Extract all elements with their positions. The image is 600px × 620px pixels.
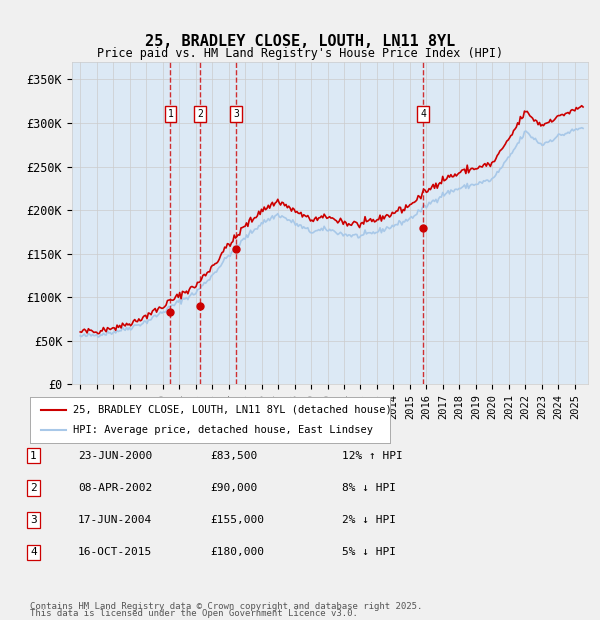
Text: £83,500: £83,500 xyxy=(210,451,257,461)
Text: 1: 1 xyxy=(30,451,37,461)
Text: 2: 2 xyxy=(30,483,37,493)
Text: 5% ↓ HPI: 5% ↓ HPI xyxy=(342,547,396,557)
Text: 4: 4 xyxy=(30,547,37,557)
Text: Contains HM Land Registry data © Crown copyright and database right 2025.: Contains HM Land Registry data © Crown c… xyxy=(30,601,422,611)
Text: 08-APR-2002: 08-APR-2002 xyxy=(78,483,152,493)
Text: £155,000: £155,000 xyxy=(210,515,264,525)
Text: 3: 3 xyxy=(233,109,239,119)
Text: 3: 3 xyxy=(30,515,37,525)
Text: 1: 1 xyxy=(167,109,173,119)
Text: 25, BRADLEY CLOSE, LOUTH, LN11 8YL: 25, BRADLEY CLOSE, LOUTH, LN11 8YL xyxy=(145,34,455,49)
Text: 16-OCT-2015: 16-OCT-2015 xyxy=(78,547,152,557)
Text: 4: 4 xyxy=(420,109,426,119)
Text: 12% ↑ HPI: 12% ↑ HPI xyxy=(342,451,403,461)
Text: £180,000: £180,000 xyxy=(210,547,264,557)
Text: 2% ↓ HPI: 2% ↓ HPI xyxy=(342,515,396,525)
Text: 8% ↓ HPI: 8% ↓ HPI xyxy=(342,483,396,493)
Text: 23-JUN-2000: 23-JUN-2000 xyxy=(78,451,152,461)
Text: This data is licensed under the Open Government Licence v3.0.: This data is licensed under the Open Gov… xyxy=(30,609,358,618)
Text: 25, BRADLEY CLOSE, LOUTH, LN11 8YL (detached house): 25, BRADLEY CLOSE, LOUTH, LN11 8YL (deta… xyxy=(73,405,392,415)
Text: £90,000: £90,000 xyxy=(210,483,257,493)
Text: 17-JUN-2004: 17-JUN-2004 xyxy=(78,515,152,525)
Text: Price paid vs. HM Land Registry's House Price Index (HPI): Price paid vs. HM Land Registry's House … xyxy=(97,46,503,60)
Text: HPI: Average price, detached house, East Lindsey: HPI: Average price, detached house, East… xyxy=(73,425,373,435)
Text: 2: 2 xyxy=(197,109,203,119)
